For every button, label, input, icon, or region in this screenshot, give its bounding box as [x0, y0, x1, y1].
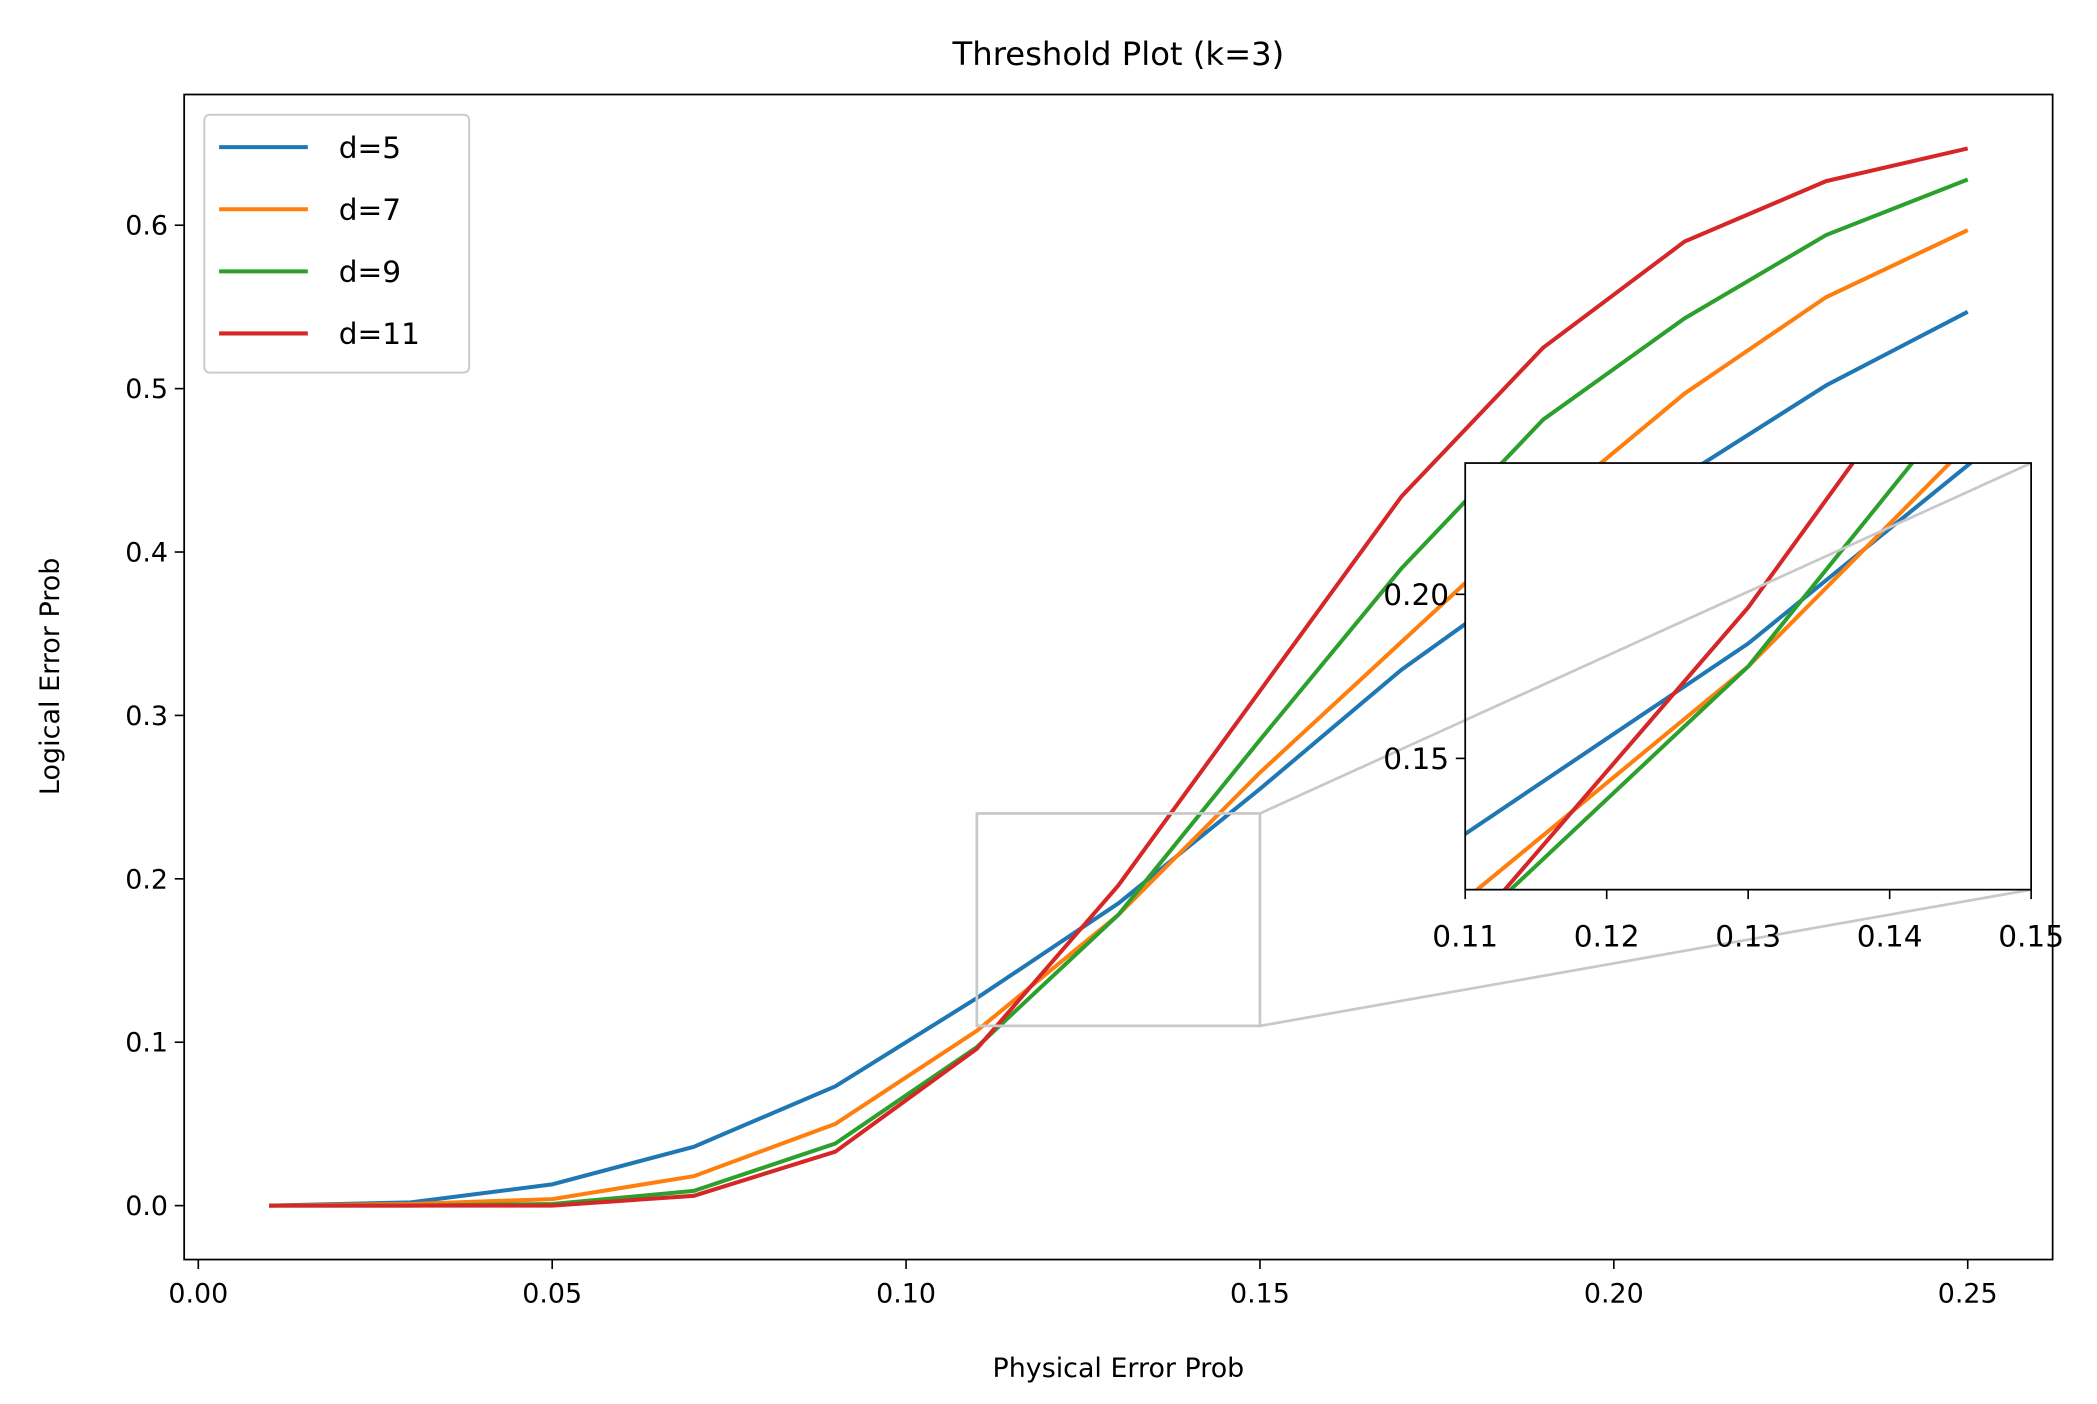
- x-tick-label: 0.10: [876, 1279, 936, 1310]
- inset-series-line-d=11: [1502, 463, 1856, 890]
- x-tick-label: 0.15: [1230, 1279, 1290, 1310]
- legend-entry: d=11: [339, 316, 420, 351]
- inset-x-tick-label: 0.11: [1432, 918, 1498, 953]
- x-tick-label: 0.25: [1938, 1279, 1998, 1310]
- legend-entry: d=5: [339, 130, 401, 165]
- zoom-indicator-box: [975, 812, 1262, 1028]
- inset-series-line-d=9: [1507, 463, 1915, 890]
- inset-x-tick-label: 0.15: [1998, 918, 2064, 953]
- x-axis-label: Physical Error Prob: [993, 1353, 1245, 1384]
- x-tick-label: 0.20: [1584, 1279, 1644, 1310]
- legend: d=5 d=7 d=9 d=11: [203, 113, 471, 374]
- x-tick-label: 0.05: [522, 1279, 582, 1310]
- y-tick-label: 0.3: [125, 701, 168, 732]
- inset-y-tick-label: 0.15: [1383, 741, 1449, 776]
- y-tick-label: 0.4: [125, 537, 168, 568]
- legend-entry: d=7: [339, 192, 401, 227]
- inset-x-tick-label: 0.13: [1715, 918, 1781, 953]
- y-tick-label: 0.5: [125, 374, 168, 405]
- legend-box: [203, 113, 471, 374]
- chart-title: Threshold Plot (k=3): [952, 35, 1285, 73]
- y-tick-label: 0.2: [125, 864, 168, 895]
- y-axis-label: Logical Error Prob: [35, 558, 66, 796]
- inset-x-tick-label: 0.14: [1857, 918, 1923, 953]
- inset-x-tick-label: 0.12: [1574, 918, 1640, 953]
- series-line-d=11: [269, 146, 1969, 1208]
- y-tick-label: 0.6: [125, 211, 168, 242]
- zoom-connector-line: [1465, 463, 2032, 722]
- y-tick-label: 0.0: [125, 1191, 168, 1222]
- inset-background: [1465, 463, 2032, 890]
- inset-series-line-d=5: [1465, 463, 1974, 837]
- zoom-connector-line: [1259, 888, 2032, 1028]
- inset-y-tick-label: 0.20: [1383, 577, 1449, 612]
- inset-zoom: 0.11 0.12 0.13 0.14 0.15 0.15 0.20: [1383, 462, 2064, 953]
- x-tick-label: 0.00: [168, 1279, 228, 1310]
- legend-entry: d=9: [339, 254, 401, 289]
- plot-frame: [183, 93, 2054, 1261]
- y-tick-label: 0.1: [125, 1028, 168, 1059]
